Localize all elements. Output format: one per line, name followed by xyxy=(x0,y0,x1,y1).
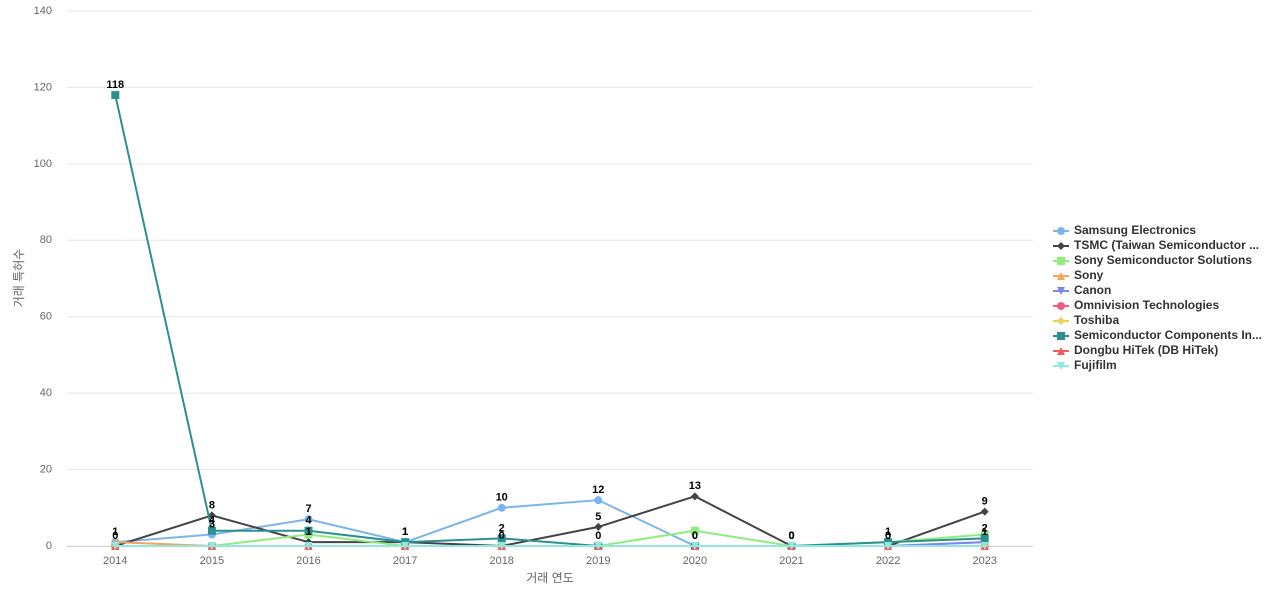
marker xyxy=(980,534,989,543)
data-label: 12 xyxy=(592,484,604,496)
data-label: 4 xyxy=(305,515,312,527)
y-tick-label: 0 xyxy=(46,540,52,552)
marker xyxy=(1057,362,1065,370)
data-label: 1 xyxy=(112,526,118,538)
legend-label: Samsung Electronics xyxy=(1074,223,1196,237)
data-label: 8 xyxy=(209,499,215,511)
marker xyxy=(690,492,699,501)
marker xyxy=(111,91,120,100)
data-label: 1 xyxy=(402,526,408,538)
y-axis-title: 거래 특허수 xyxy=(12,249,26,308)
data-label: 1 xyxy=(402,526,408,538)
marker xyxy=(1057,287,1065,295)
marker xyxy=(1057,332,1065,340)
y-tick-label: 60 xyxy=(40,311,52,323)
data-label: 1 xyxy=(885,526,891,538)
y-tick-label: 100 xyxy=(34,158,52,170)
marker xyxy=(1057,242,1065,250)
data-label: 0 xyxy=(112,530,118,542)
x-tick-label: 2018 xyxy=(489,555,513,567)
marker xyxy=(1057,317,1065,325)
marker xyxy=(497,503,506,512)
y-tick-label: 120 xyxy=(34,81,52,93)
legend-label: Semiconductor Components In... xyxy=(1074,328,1262,342)
marker xyxy=(111,542,120,550)
marker xyxy=(497,542,506,550)
x-tick-label: 2021 xyxy=(779,555,803,567)
y-tick-label: 40 xyxy=(40,387,52,399)
legend-label: TSMC (Taiwan Semiconductor ... xyxy=(1074,238,1259,252)
data-label: 0 xyxy=(692,530,698,542)
marker xyxy=(594,542,603,550)
series-line xyxy=(115,499,985,547)
marker xyxy=(594,496,603,505)
marker xyxy=(1057,227,1065,235)
marker xyxy=(690,542,699,550)
data-label: 0 xyxy=(499,530,505,542)
marker xyxy=(207,526,216,535)
data-label: 0 xyxy=(788,530,794,542)
series-line xyxy=(114,94,985,547)
data-label: 3 xyxy=(209,518,215,530)
data-label: 9 xyxy=(982,496,988,508)
data-label: 118 xyxy=(106,79,124,91)
marker xyxy=(304,526,313,535)
data-label: 0 xyxy=(885,530,891,542)
data-label: 10 xyxy=(496,492,508,504)
legend-label: Omnivision Technologies xyxy=(1074,298,1219,312)
x-tick-label: 2023 xyxy=(972,555,996,567)
data-label: 1 xyxy=(305,526,311,538)
data-label: 5 xyxy=(595,511,601,523)
x-tick-label: 2019 xyxy=(586,555,610,567)
marker xyxy=(884,542,893,550)
data-label: 4 xyxy=(209,515,216,527)
x-tick-label: 2016 xyxy=(296,555,320,567)
marker xyxy=(980,507,989,516)
data-label: 2 xyxy=(499,522,505,534)
data-label: 1 xyxy=(402,526,408,538)
data-label: 0 xyxy=(788,530,794,542)
marker xyxy=(787,542,796,550)
x-tick-label: 2014 xyxy=(103,555,127,567)
marker xyxy=(1057,272,1065,280)
x-tick-label: 2022 xyxy=(876,555,900,567)
legend-label: Sony xyxy=(1074,268,1104,282)
data-label: 1 xyxy=(982,526,988,538)
data-label: 0 xyxy=(692,530,698,542)
marker xyxy=(207,542,216,550)
data-label: 13 xyxy=(689,480,701,492)
marker xyxy=(401,542,410,550)
y-tick-label: 80 xyxy=(40,234,52,246)
data-label: 2 xyxy=(982,522,988,534)
x-tick-label: 2017 xyxy=(393,555,417,567)
marker xyxy=(1057,257,1065,265)
marker xyxy=(1057,347,1065,355)
x-tick-label: 2015 xyxy=(200,555,224,567)
data-label: 0 xyxy=(885,530,891,542)
y-tick-label: 140 xyxy=(34,5,52,17)
data-label: 0 xyxy=(788,530,794,542)
x-axis-title: 거래 연도 xyxy=(526,571,574,585)
marker xyxy=(594,522,603,531)
marker xyxy=(497,534,506,543)
marker xyxy=(304,542,313,550)
legend-label: Canon xyxy=(1074,283,1111,297)
marker xyxy=(1057,302,1065,310)
y-tick-label: 20 xyxy=(40,463,52,475)
marker xyxy=(980,542,989,550)
data-label: 7 xyxy=(305,503,311,515)
legend-label: Fujifilm xyxy=(1074,358,1117,372)
legend-label: Sony Semiconductor Solutions xyxy=(1074,253,1252,267)
data-label: 0 xyxy=(595,530,601,542)
x-tick-label: 2020 xyxy=(683,555,707,567)
marker xyxy=(304,515,313,524)
marker xyxy=(690,526,699,535)
legend-label: Toshiba xyxy=(1074,313,1119,327)
legend-label: Dongbu HiTek (DB HiTek) xyxy=(1074,343,1218,357)
